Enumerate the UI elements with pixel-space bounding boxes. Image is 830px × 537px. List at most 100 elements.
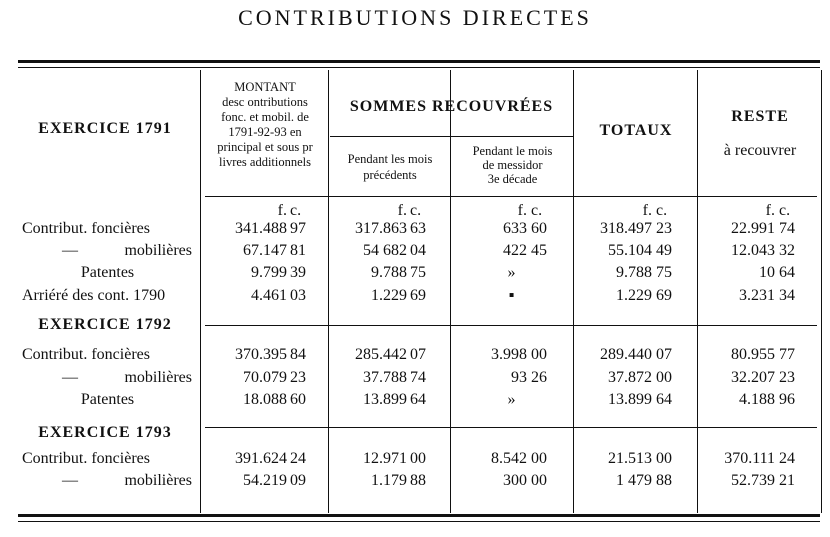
cell-value: 318.497 [600, 220, 652, 237]
header-text: principal et sous pr [217, 140, 313, 154]
row-line [205, 427, 817, 428]
cell-value: 75 [656, 264, 672, 281]
header-text: Pendant le mois [472, 144, 553, 158]
header-text: MONTANT [234, 80, 296, 94]
cell-value: 69 [410, 287, 426, 304]
cell-value: 37.872 [608, 369, 652, 386]
cell-value: 23 [656, 220, 672, 237]
row-label: Arriéré des cont. 1790 [22, 287, 166, 304]
cell-value: 3.998 [491, 346, 527, 363]
cell-value: 07 [410, 346, 426, 363]
column-line [450, 70, 451, 513]
cell-value: 370.395 [235, 346, 287, 363]
row-label: — mobilières [62, 472, 192, 489]
cell-value: 26 [531, 369, 547, 386]
cell-value: 52.739 [731, 472, 775, 489]
row-line [205, 196, 817, 197]
header-text: 1791-92-93 en [228, 125, 302, 139]
cell-value: 64 [656, 391, 672, 408]
cell-value: 04 [410, 242, 426, 259]
unit-label: f. [642, 202, 652, 219]
cell-value: 1.179 [371, 472, 407, 489]
cell-value: 80.955 [731, 346, 775, 363]
cell-value: 317.863 [355, 220, 407, 237]
rule [18, 514, 820, 517]
header-text: de messidor [482, 158, 543, 172]
cell-value: 422 [503, 242, 527, 259]
cell-value: 10 [759, 264, 775, 281]
cell-value: 24 [290, 450, 306, 467]
cell-value: 69 [656, 287, 672, 304]
cell-value: 60 [531, 220, 547, 237]
header-text: à recouvrer [723, 142, 797, 159]
cell-value: 64 [410, 391, 426, 408]
unit-label: c. [531, 202, 543, 219]
cell-value: 55.104 [608, 242, 652, 259]
cell-value: 00 [531, 346, 547, 363]
cell-value: 37.788 [363, 369, 407, 386]
cell-value: » [507, 264, 516, 281]
cell-value: 289.440 [600, 346, 652, 363]
cell-value: 81 [290, 242, 306, 259]
cell-value: 97 [290, 220, 306, 237]
cell-value: 32.207 [731, 369, 775, 386]
row-label: — mobilières [62, 369, 192, 386]
cell-value: 32 [779, 242, 795, 259]
cell-value: 24 [779, 450, 795, 467]
cell-value: 64 [779, 264, 795, 281]
cell-value: 1.229 [616, 287, 652, 304]
cell-value: 9.788 [616, 264, 652, 281]
cell-value: 18.088 [243, 391, 287, 408]
cell-value: 00 [531, 472, 547, 489]
cell-value: 07 [656, 346, 672, 363]
cell-value: 88 [410, 472, 426, 489]
rule [18, 67, 820, 68]
rule [18, 60, 820, 63]
cell-value: 00 [656, 450, 672, 467]
cell-value: 21 [779, 472, 795, 489]
cell-value: 3.231 [739, 287, 775, 304]
header-text: Pendant les mois [347, 152, 433, 166]
cell-value: 21.513 [608, 450, 652, 467]
section-title: EXERCICE 1793 [38, 424, 172, 441]
cell-value: 9.799 [251, 264, 287, 281]
header-text: desc ontributions [222, 95, 308, 109]
cell-value: 54 682 [363, 242, 407, 259]
row-label: Contribut. foncières [22, 450, 150, 467]
cell-value: 84 [290, 346, 306, 363]
cell-value: 8.542 [491, 450, 527, 467]
cell-value: 74 [779, 220, 795, 237]
cell-value: 13.899 [608, 391, 652, 408]
row-label: Patentes [80, 264, 135, 281]
header-text: précédents [363, 168, 417, 182]
cell-value: » [507, 391, 516, 408]
cell-value: 93 [511, 369, 527, 386]
cell-value: 49 [656, 242, 672, 259]
cell-value: 67.147 [243, 242, 287, 259]
column-line [573, 70, 574, 513]
header-text: SOMMES RECOUVRÉES [349, 98, 554, 115]
cell-value: 96 [779, 391, 795, 408]
section-title: EXERCICE 1792 [38, 316, 172, 333]
title: CONTRIBUTIONS DIRECTES [238, 5, 592, 30]
column-line [821, 70, 822, 513]
header-text: 3e décade [487, 172, 538, 186]
cell-value: 1.229 [371, 287, 407, 304]
rule [18, 521, 820, 522]
header-text: TOTAUX [599, 122, 673, 139]
row-label: — mobilières [62, 242, 192, 259]
row-label: Patentes [80, 391, 135, 408]
header-text: livres additionnels [219, 155, 311, 169]
cell-value: 4.188 [739, 391, 775, 408]
cell-value: 00 [656, 369, 672, 386]
cell-value: 633 [503, 220, 527, 237]
cell-value: 03 [290, 287, 306, 304]
unit-label: f. [397, 202, 407, 219]
row-line [205, 325, 817, 326]
cell-value: 75 [410, 264, 426, 281]
header-text: fonc. et mobil. de [221, 110, 309, 124]
cell-value: 341.488 [235, 220, 287, 237]
cell-value: 300 [503, 472, 527, 489]
cell-value: 285.442 [355, 346, 407, 363]
